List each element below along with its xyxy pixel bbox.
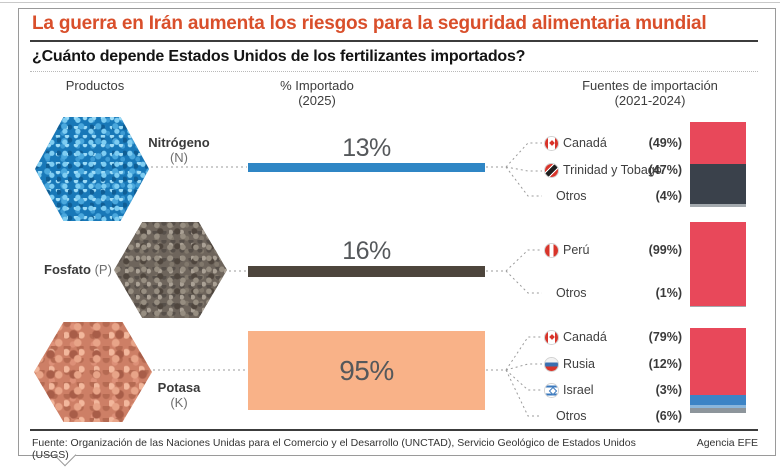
- country-pct: (99%): [648, 243, 682, 257]
- source-item: Perú: [545, 242, 695, 258]
- russia-flag-icon: [545, 357, 558, 371]
- country-pct: (4%): [655, 189, 682, 203]
- country-label: Perú: [563, 243, 590, 257]
- footer-agency: Agencia EFE: [696, 437, 758, 449]
- column-header-imported-label: % Importado: [280, 78, 354, 93]
- source-item: Otros: [545, 188, 695, 204]
- import-stack-bar-nitrogen: [690, 122, 746, 207]
- column-header-imported: % Importado (2025): [246, 78, 388, 108]
- source-item: Canadá: [545, 329, 695, 345]
- trinidad-flag-icon: [545, 163, 558, 177]
- stack-segment: [690, 163, 746, 204]
- headline: La guerra en Irán aumenta los riesgos pa…: [32, 13, 707, 34]
- source-item: Rusia: [545, 356, 695, 372]
- peru-flag-icon: [545, 243, 558, 257]
- stack-segment: [690, 405, 746, 408]
- imported-pct-label-potash: 95%: [339, 354, 394, 386]
- country-label: Canadá: [563, 136, 607, 150]
- country-pct: (3%): [655, 383, 682, 397]
- imported-pct-label-phosphate: 16%: [342, 237, 391, 265]
- stack-segment: [690, 328, 746, 396]
- product-label-nitrogen: Nitrógeno (N): [146, 135, 212, 165]
- country-pct: (1%): [655, 286, 682, 300]
- imported-bar-potash: 95%: [248, 331, 485, 410]
- source-item: Otros: [545, 408, 695, 424]
- canada-flag-icon: [545, 136, 558, 150]
- country-label: Otros: [556, 189, 587, 203]
- column-header-sources-year: (2021-2024): [614, 93, 686, 108]
- column-header-imported-year: (2025): [298, 93, 336, 108]
- stack-segment: [690, 407, 746, 413]
- country-pct: (12%): [648, 357, 682, 371]
- country-pct: (47%): [648, 163, 682, 177]
- stack-segment: [690, 203, 746, 207]
- import-stack-bar-potash: [690, 328, 746, 413]
- column-header-sources-label: Fuentes de importación: [582, 78, 718, 93]
- source-item: Israel: [545, 382, 695, 398]
- stack-segment: [690, 395, 746, 406]
- footer-source: Fuente: Organización de las Naciones Uni…: [32, 437, 636, 461]
- top-hairline: [0, 2, 780, 3]
- imported-bar-phosphate: [248, 266, 485, 277]
- column-header-sources: Fuentes de importación (2021-2024): [565, 78, 735, 108]
- product-label-phosphate: Fosfato (P): [44, 262, 114, 277]
- country-pct: (49%): [648, 136, 682, 150]
- country-label: Rusia: [563, 357, 595, 371]
- country-label: Canadá: [563, 330, 607, 344]
- product-symbol: (P): [94, 262, 112, 277]
- stack-segment: [690, 222, 746, 307]
- stack-segment: [690, 306, 746, 307]
- source-item: Canadá: [545, 135, 695, 151]
- imported-bar-nitrogen: [248, 163, 485, 172]
- imported-pct-label-nitrogen: 13%: [342, 134, 391, 162]
- product-symbol: (K): [170, 395, 188, 410]
- subtitle: ¿Cuánto depende Estados Unidos de los fe…: [32, 48, 526, 65]
- import-stack-bar-phosphate: [690, 222, 746, 307]
- country-pct: (79%): [648, 330, 682, 344]
- product-symbol: (N): [169, 150, 189, 165]
- product-name: Nitrógeno: [148, 135, 210, 150]
- source-item: Trinidad y Tobago: [545, 162, 695, 178]
- country-label: Otros: [556, 409, 587, 423]
- dotted-separator: [30, 71, 758, 72]
- footer-rule: [30, 429, 758, 431]
- product-name: Potasa: [157, 380, 201, 395]
- country-label: Trinidad y Tobago: [563, 163, 662, 177]
- product-label-potash: Potasa (K): [156, 380, 202, 410]
- headline-rule: [30, 40, 758, 42]
- product-name: Fosfato: [44, 262, 91, 277]
- canada-flag-icon: [545, 330, 558, 344]
- country-pct: (6%): [655, 409, 682, 423]
- source-item: Otros: [545, 285, 695, 301]
- column-header-products: Productos: [65, 78, 125, 93]
- country-label: Otros: [556, 286, 587, 300]
- israel-flag-icon: [545, 383, 558, 397]
- stack-segment: [690, 122, 746, 164]
- country-label: Israel: [563, 383, 594, 397]
